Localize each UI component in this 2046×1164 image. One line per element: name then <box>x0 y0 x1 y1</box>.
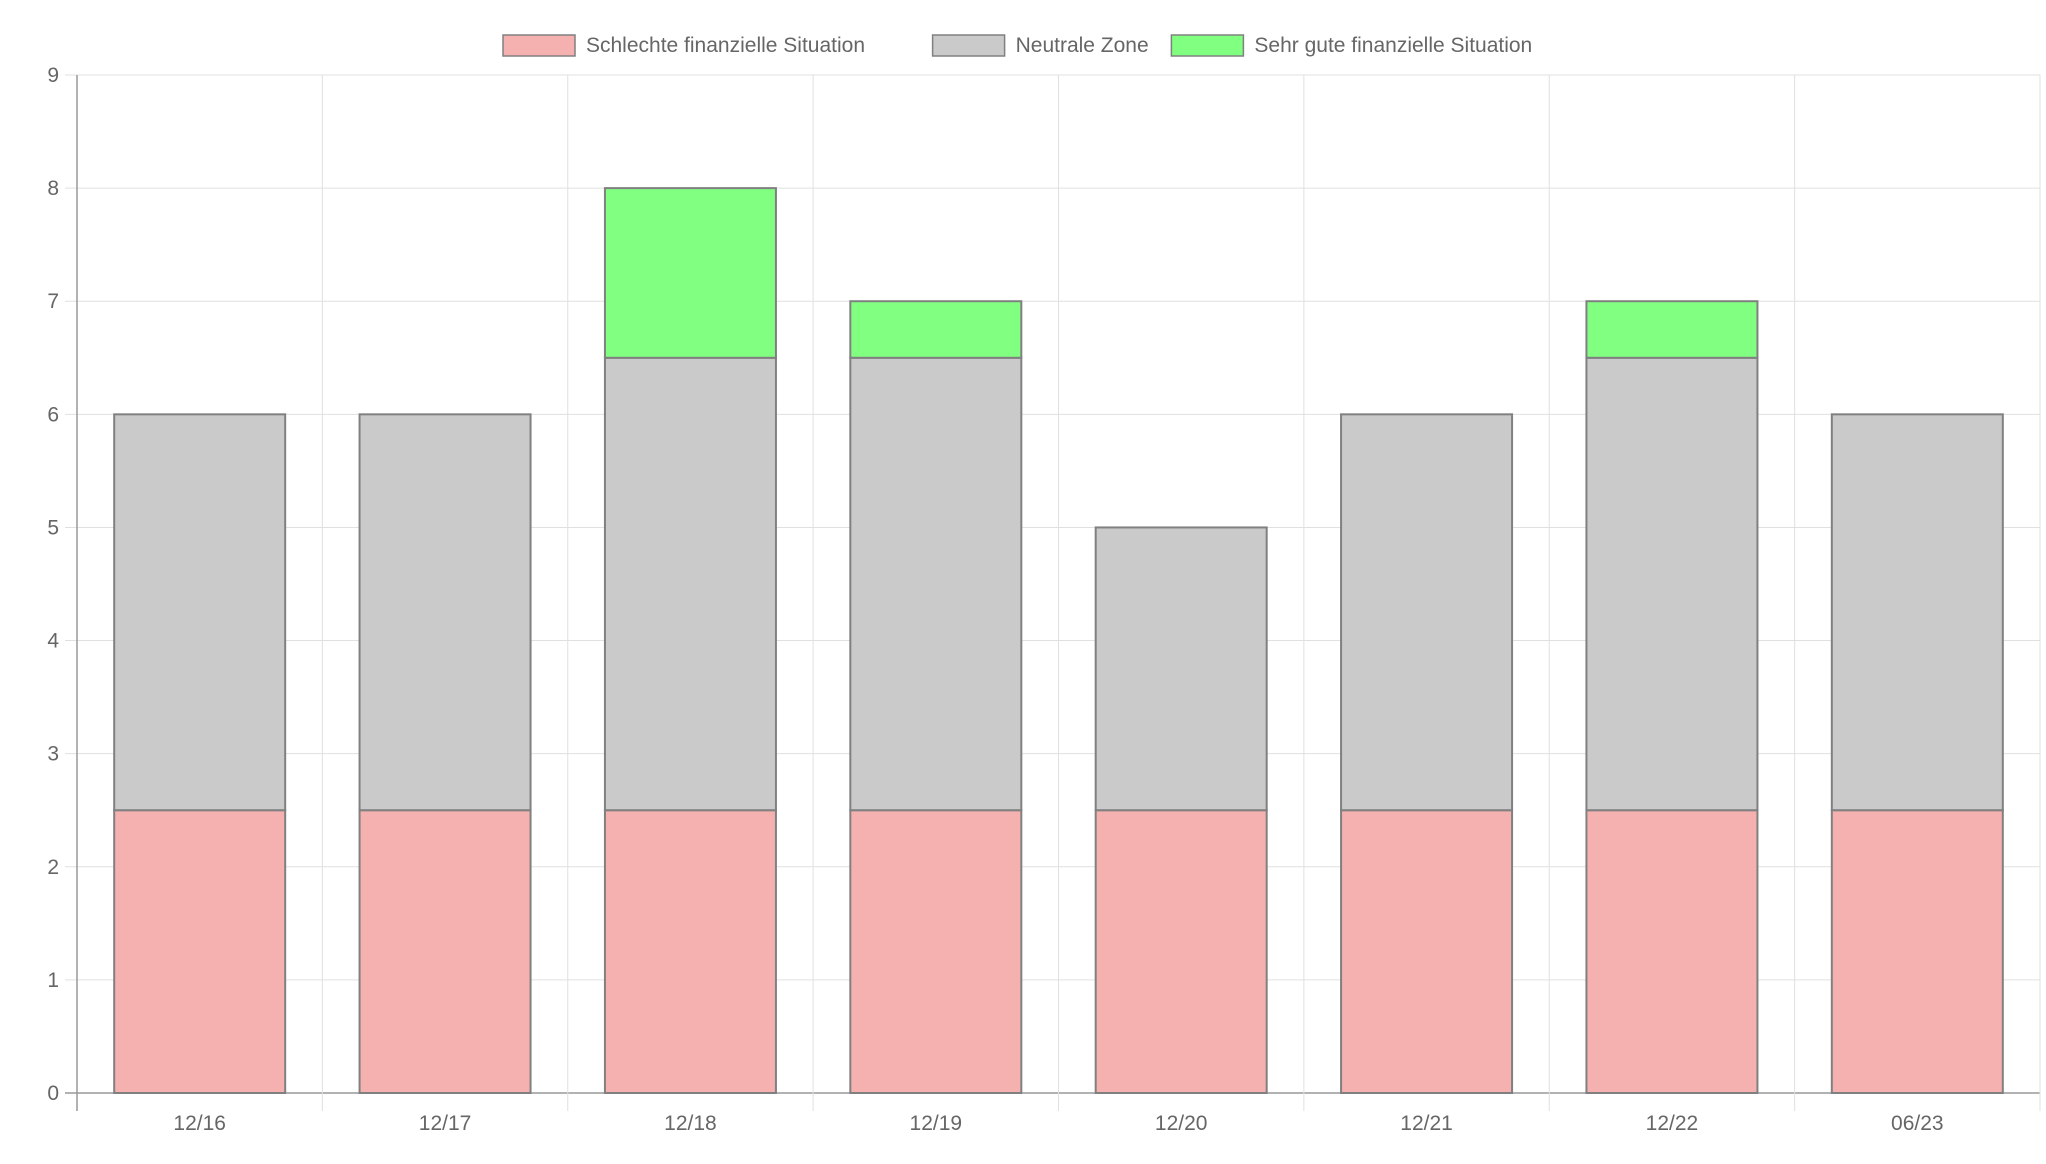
bar-segment-sehr-gut[interactable] <box>849 300 1023 359</box>
legend-label: Neutrale Zone <box>1016 34 1149 57</box>
x-tick-label: 12/20 <box>1155 1112 1208 1135</box>
bar-stack-12-16[interactable] <box>113 413 287 1094</box>
bar-segment-neutral[interactable] <box>849 356 1023 812</box>
y-tick-label: 8 <box>47 177 59 200</box>
bar-segment-schlecht[interactable] <box>1340 809 1514 1094</box>
bar-segment-sehr-gut[interactable] <box>1585 300 1759 359</box>
y-tick-label: 9 <box>47 64 59 87</box>
legend-item-schlecht[interactable]: Schlechte finanzielle Situation <box>502 34 865 57</box>
legend-swatch <box>502 34 576 57</box>
bar-stack-06-23[interactable] <box>1830 413 2004 1094</box>
bar-stack-12-18[interactable] <box>603 187 777 1094</box>
tick-labels: 0 1 2 3 4 5 6 7 8 9 12/16 12/17 12/18 12/19 12/20 12/21… <box>47 64 1943 1135</box>
bar-stack-12-22[interactable] <box>1585 300 1759 1094</box>
legend-item-neutral[interactable]: Neutrale Zone <box>931 34 1149 57</box>
y-tick-label: 1 <box>47 969 59 992</box>
bar-segment-schlecht[interactable] <box>1830 809 2004 1094</box>
bar-segment-neutral[interactable] <box>1094 526 1268 812</box>
bar-segment-schlecht[interactable] <box>358 809 532 1094</box>
bar-segment-neutral[interactable] <box>1340 413 1514 812</box>
x-tick-label: 12/18 <box>664 1112 717 1135</box>
bar-segment-schlecht[interactable] <box>603 809 777 1094</box>
legend-item-sehr-gut[interactable]: Sehr gute finanzielle Situation <box>1170 34 1532 57</box>
y-tick-label: 6 <box>47 403 59 426</box>
bar-segment-neutral[interactable] <box>358 413 532 812</box>
x-tick-label: 12/16 <box>173 1112 226 1135</box>
bars <box>113 187 2004 1094</box>
legend-swatch <box>1170 34 1245 57</box>
bar-stack-12-17[interactable] <box>358 413 532 1094</box>
x-tick-label: 12/17 <box>419 1112 472 1135</box>
bar-stack-12-19[interactable] <box>849 300 1023 1094</box>
y-tick-label: 3 <box>47 743 59 766</box>
legend-label: Schlechte finanzielle Situation <box>586 34 865 57</box>
bar-segment-neutral[interactable] <box>603 356 777 812</box>
bar-segment-sehr-gut[interactable] <box>603 187 777 359</box>
y-tick-label: 2 <box>47 856 59 879</box>
x-tick-label: 06/23 <box>1891 1112 1944 1135</box>
x-tick-label: 12/22 <box>1646 1112 1699 1135</box>
y-tick-label: 0 <box>47 1082 59 1105</box>
legend-swatch <box>931 34 1006 57</box>
x-tick-label: 12/21 <box>1400 1112 1453 1135</box>
bar-segment-schlecht[interactable] <box>1094 809 1268 1094</box>
legend[interactable]: Schlechte finanzielle Situation Neutrale … <box>502 34 1532 57</box>
x-tick-label: 12/19 <box>910 1112 963 1135</box>
bar-segment-schlecht[interactable] <box>113 809 287 1094</box>
bar-stack-12-20[interactable] <box>1094 526 1268 1094</box>
y-tick-label: 5 <box>47 516 59 539</box>
bar-segment-neutral[interactable] <box>1830 413 2004 812</box>
bar-segment-schlecht[interactable] <box>1585 809 1759 1094</box>
y-tick-label: 7 <box>47 290 59 313</box>
bar-segment-schlecht[interactable] <box>849 809 1023 1094</box>
bar-segment-neutral[interactable] <box>1585 356 1759 812</box>
y-tick-label: 4 <box>47 630 59 653</box>
bar-stack-12-21[interactable] <box>1340 413 1514 1094</box>
legend-label: Sehr gute finanzielle Situation <box>1254 34 1532 57</box>
bar-segment-neutral[interactable] <box>113 413 287 812</box>
